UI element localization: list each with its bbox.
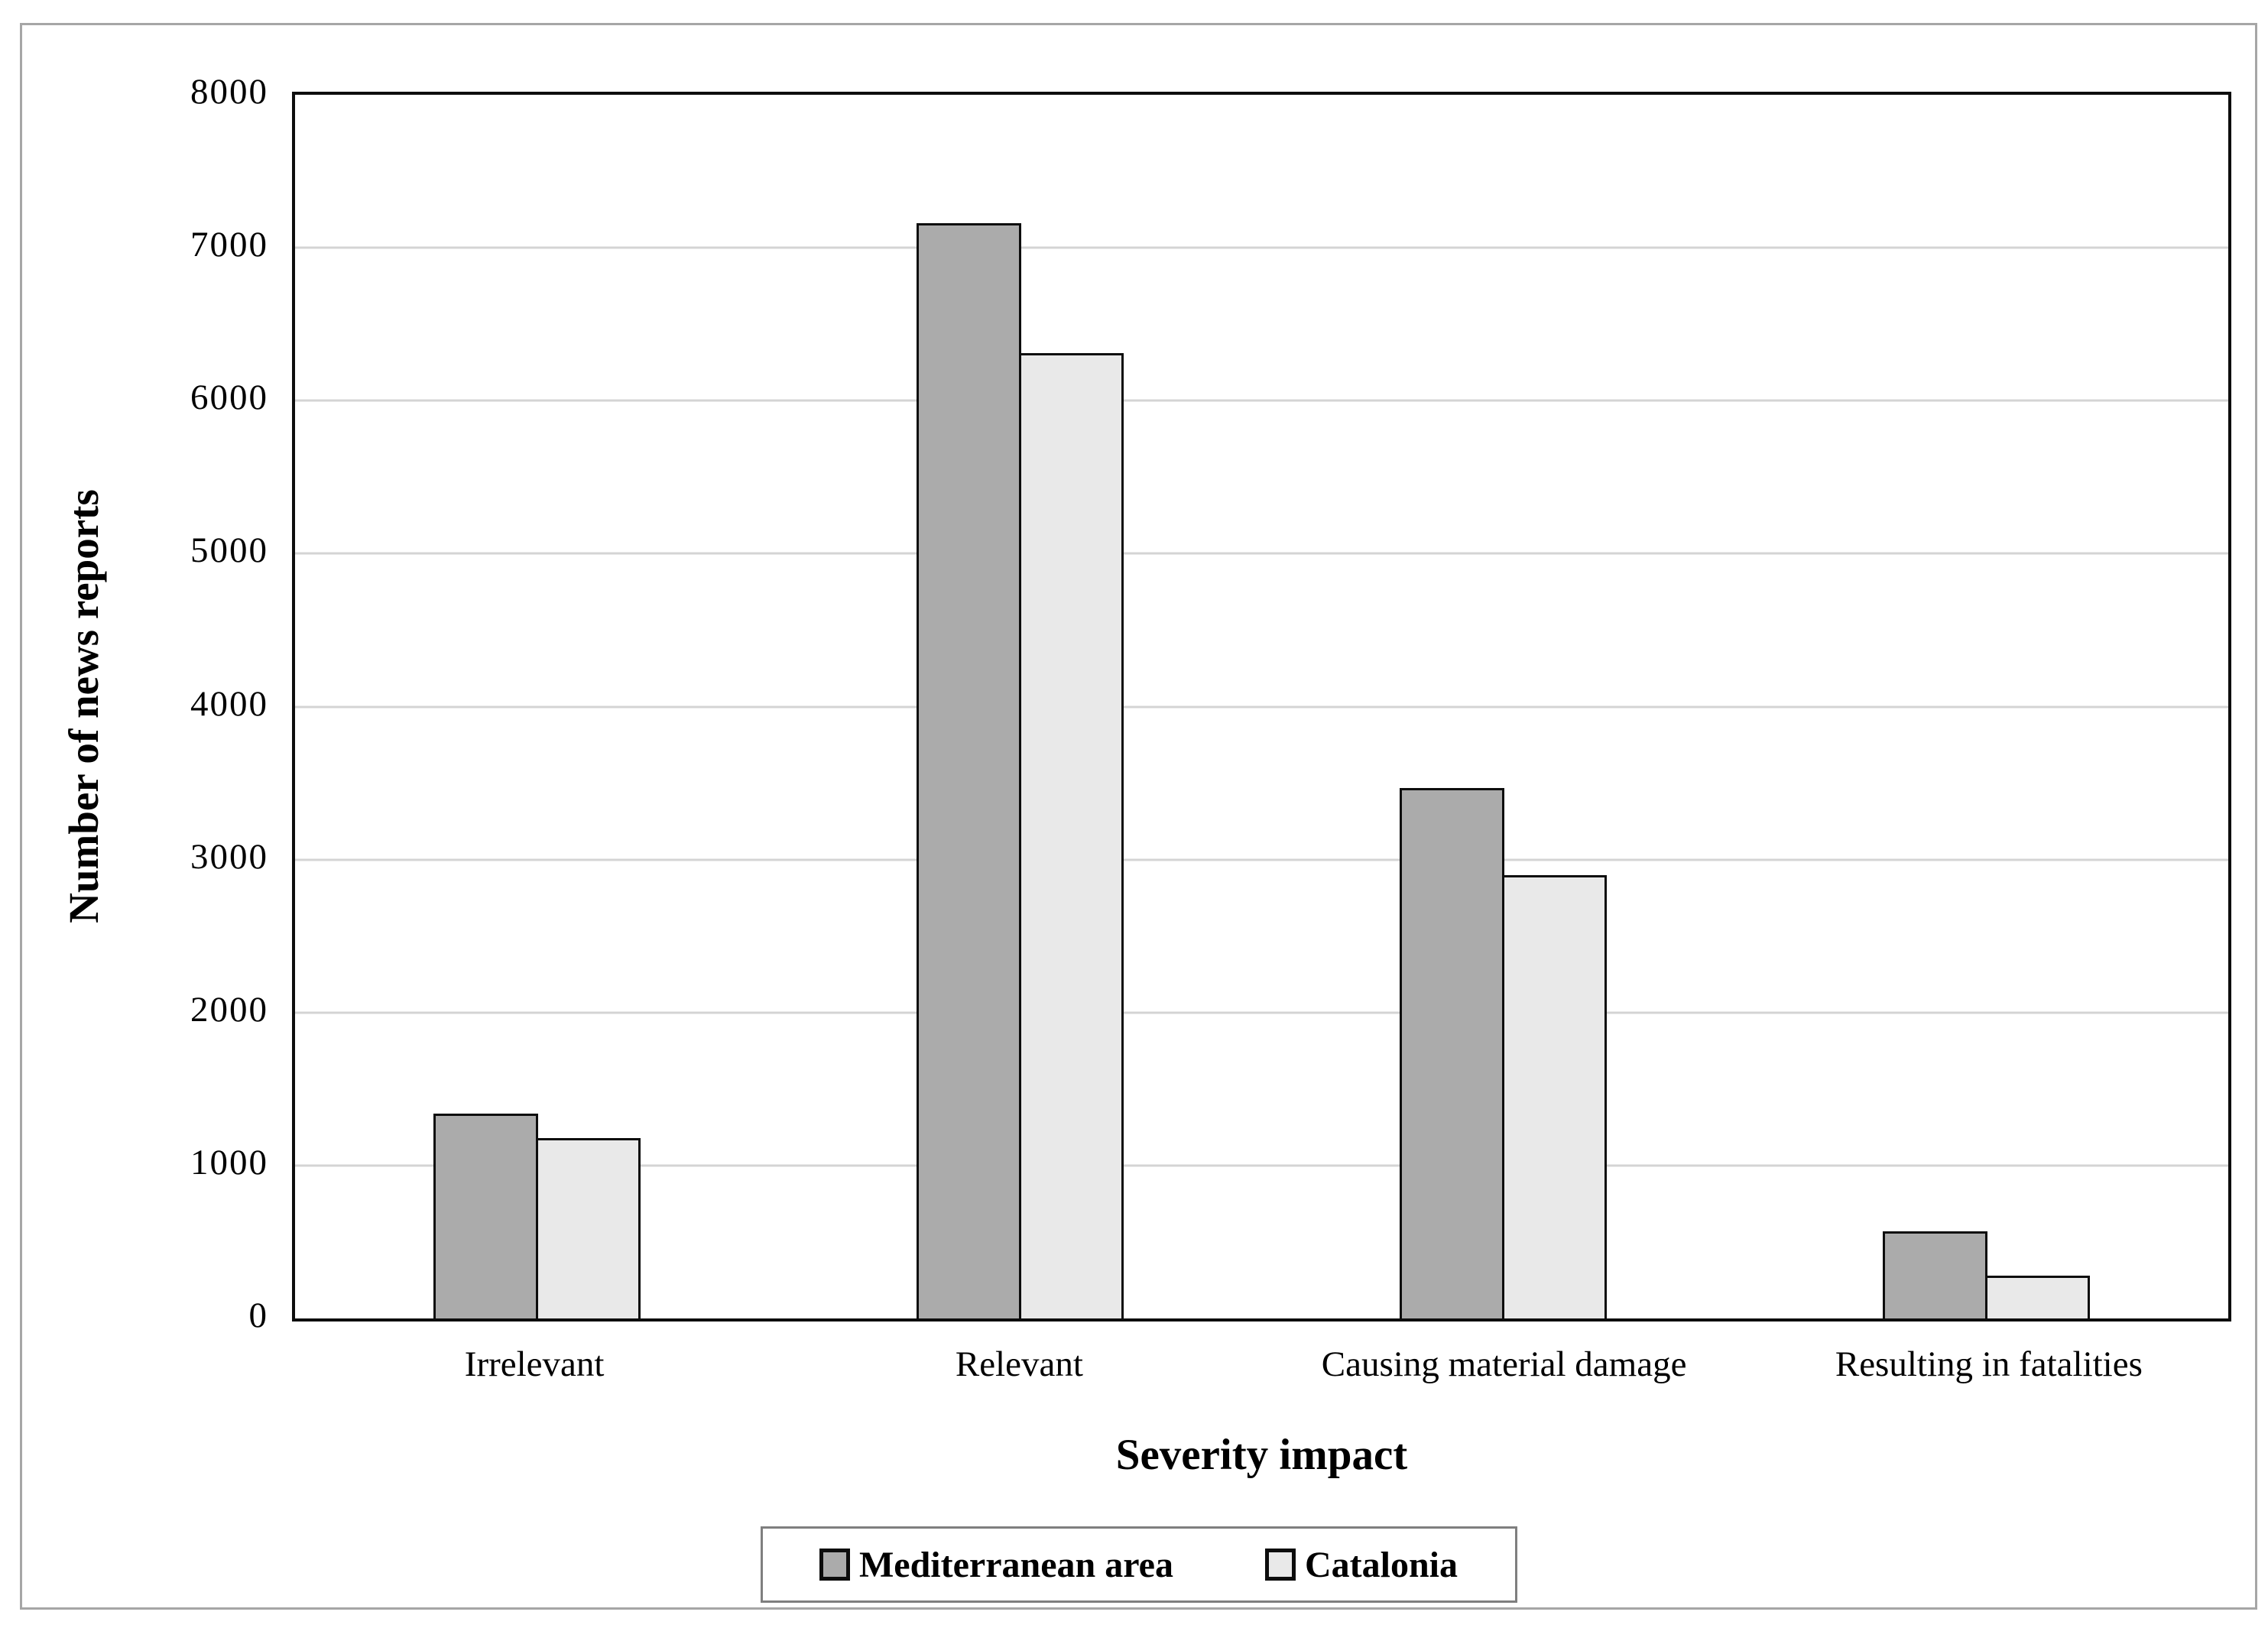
gridline-3000 xyxy=(295,858,2228,861)
bar-catalonia-resulting-in-fatalities xyxy=(1985,1275,2091,1318)
gridline-6000 xyxy=(295,399,2228,402)
category-label-relevant: Relevant xyxy=(955,1344,1083,1384)
y-tick-label-5000: 5000 xyxy=(190,530,268,571)
bar-mediterranean-area-relevant xyxy=(916,223,1021,1318)
legend-label-mediterranean-area: Mediterranean area xyxy=(859,1544,1173,1585)
y-tick-label-8000: 8000 xyxy=(190,72,268,112)
gridline-2000 xyxy=(295,1011,2228,1014)
category-label-causing-material-damage: Causing material damage xyxy=(1321,1344,1687,1384)
bar-catalonia-causing-material-damage xyxy=(1502,874,1608,1318)
bar-mediterranean-area-irrelevant xyxy=(433,1113,538,1318)
x-axis-title: Severity impact xyxy=(1115,1431,1408,1479)
gridline-1000 xyxy=(295,1164,2228,1167)
bar-group-resulting-in-fatalities xyxy=(1745,95,2228,1318)
legend: Mediterranean area Catalonia xyxy=(760,1526,1517,1603)
y-tick-label-2000: 2000 xyxy=(190,989,268,1030)
y-tick-label-1000: 1000 xyxy=(190,1142,268,1182)
y-tick-label-7000: 7000 xyxy=(190,225,268,265)
y-tick-label-3000: 3000 xyxy=(190,836,268,877)
bar-group-relevant xyxy=(778,95,1261,1318)
category-label-irrelevant: Irrelevant xyxy=(464,1344,605,1384)
bar-catalonia-relevant xyxy=(1018,353,1124,1318)
bar-group-causing-material-damage xyxy=(1262,95,1745,1318)
x-axis-category-labels: Irrelevant Relevant Causing material damag… xyxy=(292,1344,2231,1385)
y-axis-tick-labels: 0 1000 2000 3000 4000 5000 6000 7000 8000 xyxy=(22,72,268,1335)
legend-items: Mediterranean area Catalonia xyxy=(819,1544,1458,1586)
y-tick-label-6000: 6000 xyxy=(190,378,268,418)
category-label-resulting-in-fatalities: Resulting in fatalities xyxy=(1835,1344,2143,1384)
legend-label-catalonia: Catalonia xyxy=(1304,1544,1458,1585)
figure-frame: Number of news reports 0 1000 2000 3000 4000… xyxy=(20,23,2257,1610)
bar-catalonia-irrelevant xyxy=(535,1137,641,1318)
legend-swatch-mediterranean-area xyxy=(819,1549,850,1581)
y-tick-label-0: 0 xyxy=(248,1296,268,1335)
gridline-7000 xyxy=(295,246,2228,249)
legend-item-catalonia: Catalonia xyxy=(1264,1544,1458,1586)
gridline-5000 xyxy=(295,552,2228,555)
plot-area xyxy=(292,92,2231,1322)
legend-swatch-catalonia xyxy=(1264,1549,1296,1581)
bar-mediterranean-area-resulting-in-fatalities xyxy=(1883,1231,1988,1318)
bar-group-irrelevant xyxy=(295,95,778,1318)
y-tick-label-4000: 4000 xyxy=(190,683,268,724)
bar-groups xyxy=(295,95,2228,1318)
gridline-4000 xyxy=(295,705,2228,708)
legend-item-mediterranean-area: Mediterranean area xyxy=(819,1544,1173,1586)
bar-mediterranean-area-causing-material-damage xyxy=(1400,787,1505,1318)
